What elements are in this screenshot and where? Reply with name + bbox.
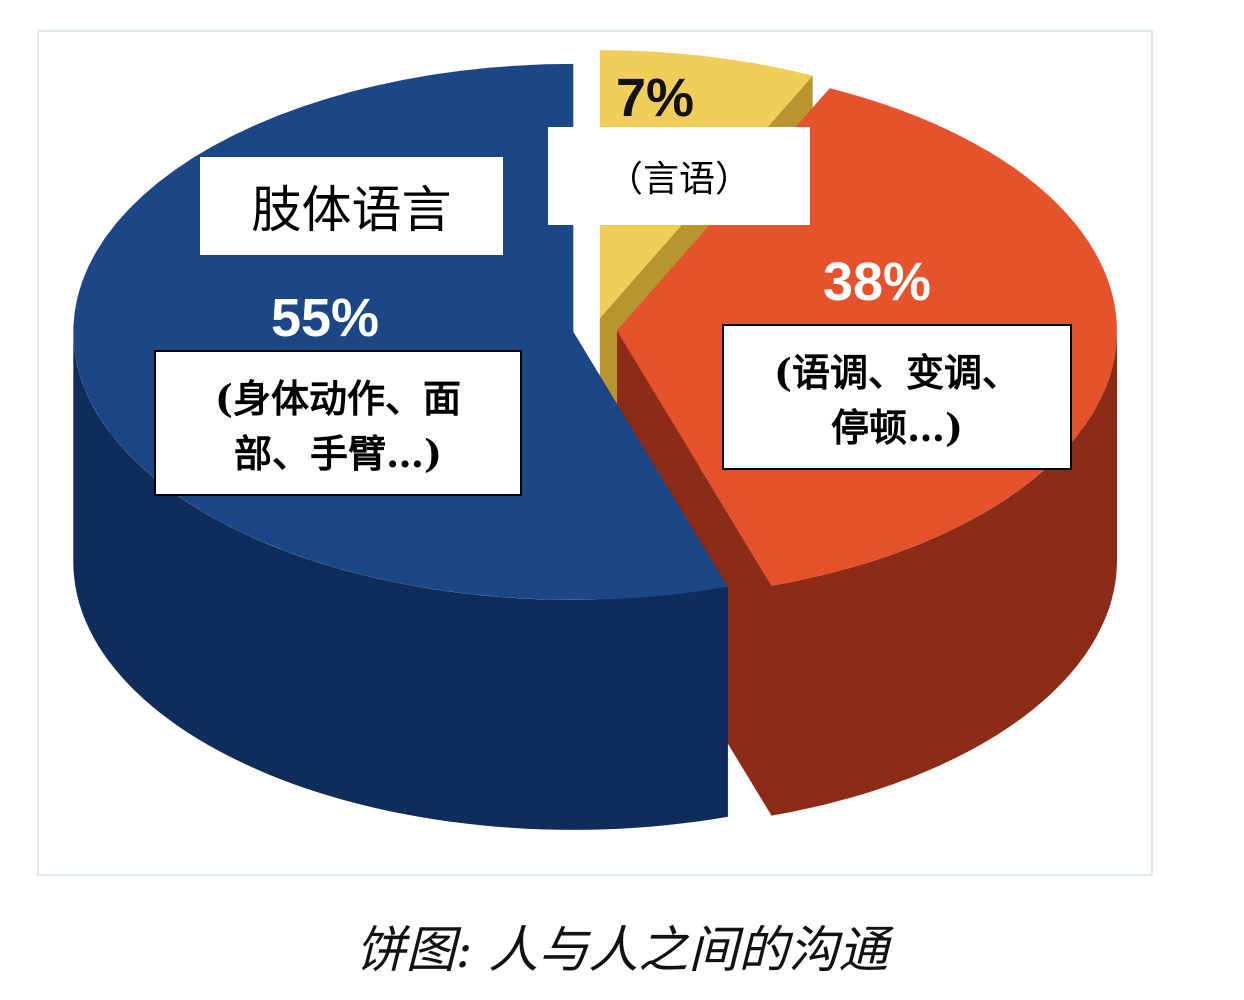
slice-wall [771,330,1117,816]
value-label: 38% [822,252,932,312]
slice-description: (身体动作、面部、手臂…) [154,350,522,496]
slice-description: (语调、变调、停顿…) [722,324,1072,470]
slice-name: （言语） [548,127,810,225]
slice-name: 肢体语言 [200,157,503,255]
chart-title: 饼图: 人与人之间的沟通 [355,921,889,979]
value-label: 55% [270,288,380,348]
value-label: 7% [615,68,695,128]
slice-wall [73,331,728,830]
